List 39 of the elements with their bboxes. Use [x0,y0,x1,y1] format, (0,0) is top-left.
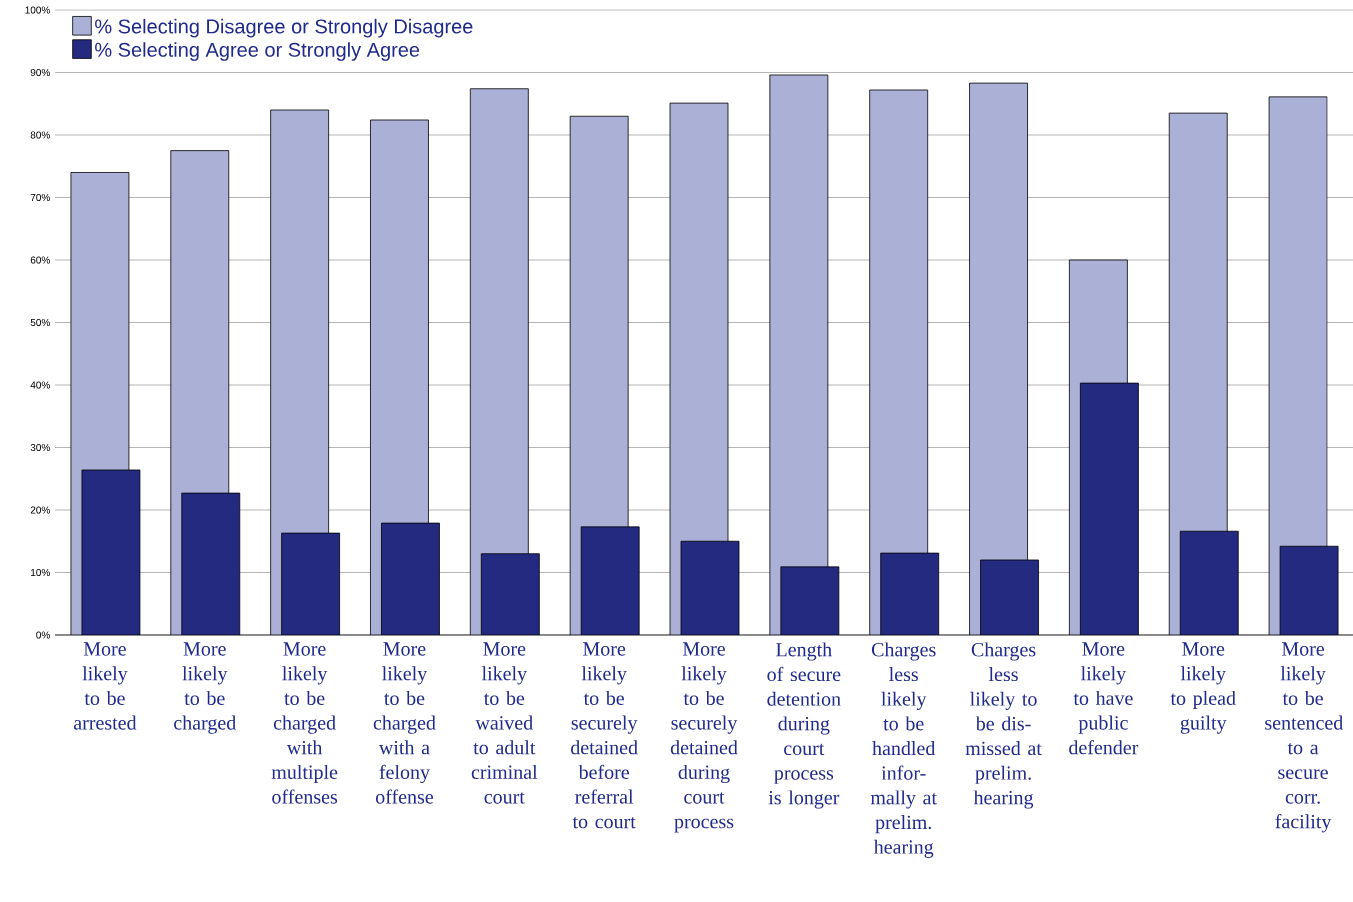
y-tick-label: 20% [30,506,50,514]
x-tick-label: More likely to be arrested [74,642,137,730]
bar [1080,383,1139,635]
x-tick-label: More likely to plead guilty [1170,642,1236,734]
bar [780,566,839,635]
bar [381,523,440,635]
legend-label: % Selecting Disagree or Strongly Disagree [95,18,473,38]
x-tick-label: More likely to be waived to adult criminal court [471,642,538,804]
y-tick-label: 30% [30,443,50,452]
x-tick-label: More likely to be securely detained during court process [670,642,738,833]
x-tick-label: Charges less likely to be dis-missed at prelim. hearing [965,642,1042,809]
x-tick-label: More likely to have public defender [1069,642,1139,755]
bar [281,533,340,635]
y-tick-label: 60% [30,256,50,264]
y-tick-label: 50% [30,318,50,327]
y-tick-label: 100% [25,6,50,14]
bar [681,541,739,635]
x-tick-label: More likely to be charged [174,642,236,734]
category-label: Charges less likely to be handled infor-mally at prelim. hearing [870,642,937,858]
legend-label: % Selecting Agree or Strongly Agree [95,42,420,61]
y-tick-label: 90% [30,68,50,77]
bar [181,493,240,635]
x-tick-label: More likely to be charged with multiple offenses [271,642,338,804]
bar [481,553,540,635]
x-tick-label: More likely to be charged with a felony offense [373,642,436,804]
y-tick-label: 10% [31,568,50,577]
bar [581,526,640,635]
x-tick-label: Length of secure detention during court process is longer [767,642,841,809]
bar [1180,531,1239,635]
bar [980,559,1039,635]
x-tick-label: More likely to be securely detained before referral to court [571,642,638,829]
bar [880,553,939,635]
y-tick-label: 0% [36,631,50,639]
y-tick-label: 40% [30,381,50,389]
y-tick-label: 80% [30,131,50,139]
bar [1279,545,1339,635]
y-tick-label: 70% [30,193,50,202]
bar [81,469,140,635]
x-tick-label: More likely to be sentenced to a secure corr. facility [1265,642,1344,833]
